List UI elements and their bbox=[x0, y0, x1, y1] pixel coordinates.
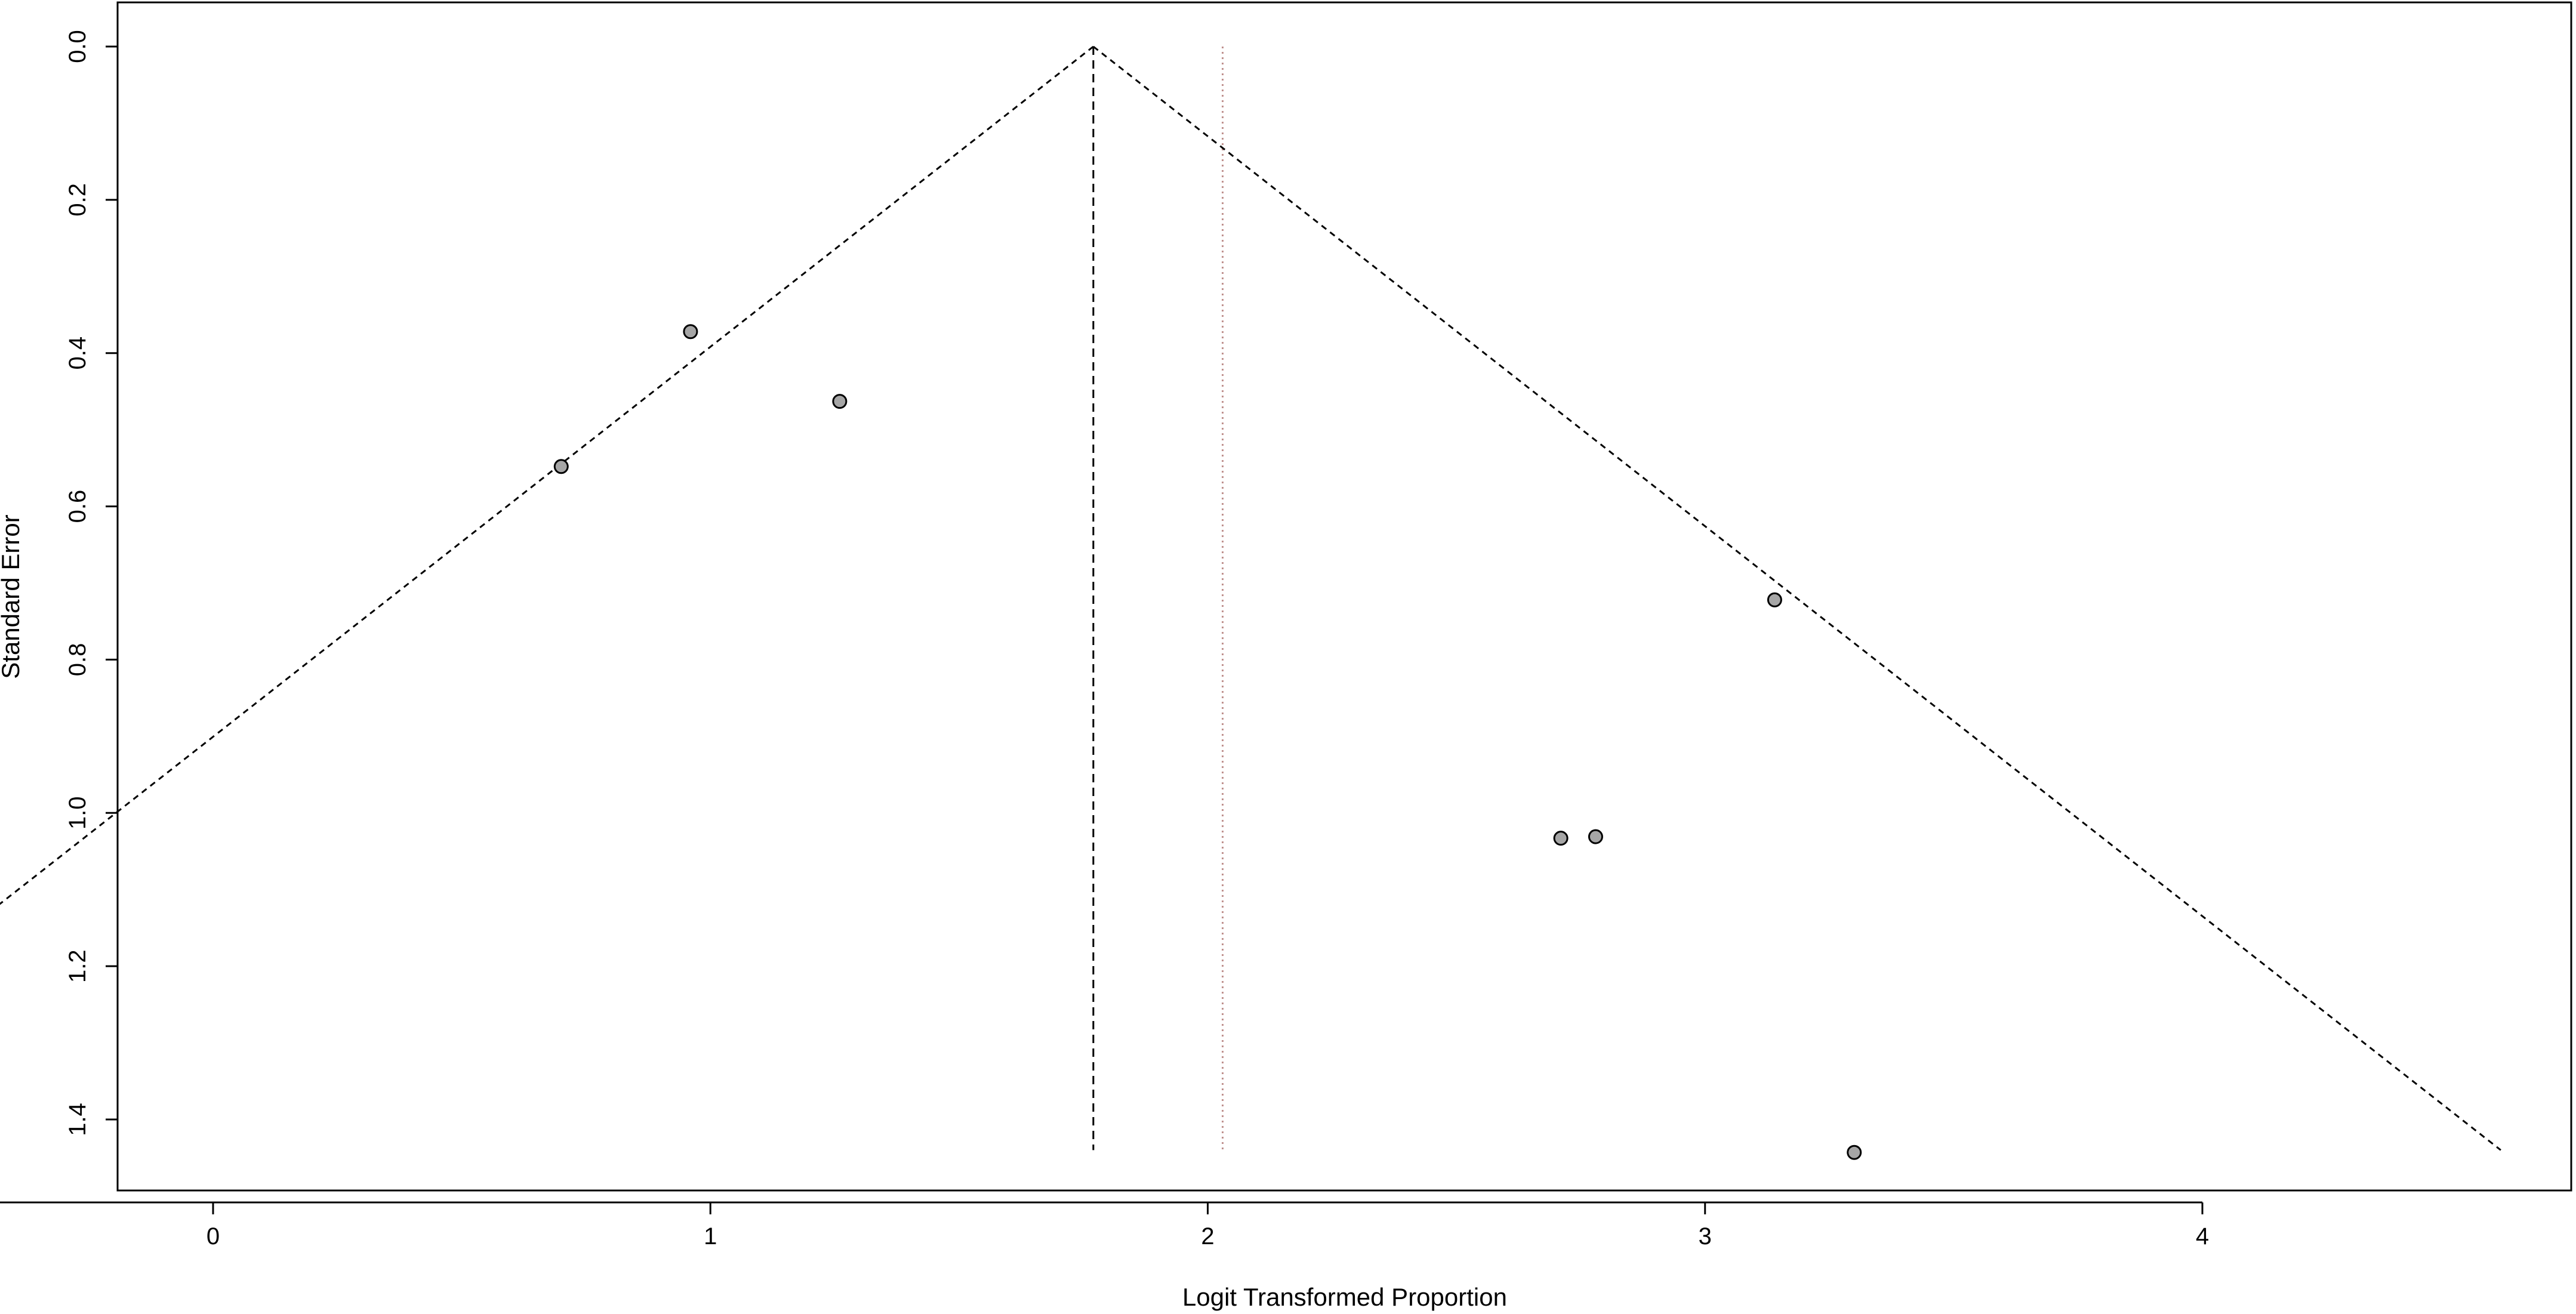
x-tick-label: 1 bbox=[704, 1223, 717, 1250]
y-tick-label: 0.8 bbox=[64, 643, 91, 677]
plot-frame bbox=[116, 1, 2572, 1192]
y-tick-label: 0.4 bbox=[64, 337, 91, 370]
x-tick-label: 3 bbox=[1699, 1223, 1712, 1250]
reference-lines bbox=[1092, 47, 1224, 1150]
data-point bbox=[1847, 1145, 1862, 1160]
funnel-left-line bbox=[0, 45, 1094, 905]
x-tick-label: 4 bbox=[2196, 1223, 2209, 1250]
y-axis: 0.0 0.2 0.4 0.6 0.8 1.0 1.2 1.4 bbox=[64, 30, 118, 1136]
y-tick-label: 0.6 bbox=[64, 490, 91, 523]
data-point bbox=[553, 459, 569, 474]
data-point bbox=[1767, 592, 1782, 607]
x-tick-label: 0 bbox=[207, 1223, 220, 1250]
data-point bbox=[683, 324, 698, 340]
y-axis-title: Standard Error bbox=[0, 514, 24, 678]
x-axis-title: Logit Transformed Proportion bbox=[1182, 1283, 1507, 1311]
y-tick-label: 1.0 bbox=[64, 796, 91, 829]
y-tick-label: 1.4 bbox=[64, 1103, 91, 1136]
x-axis: −101234 bbox=[0, 1201, 2209, 1250]
data-points bbox=[553, 324, 1862, 1160]
funnel-right-line bbox=[1092, 45, 2501, 1151]
funnel-lines bbox=[0, 45, 2501, 1151]
data-point bbox=[832, 394, 848, 409]
y-tick-label: 1.2 bbox=[64, 949, 91, 983]
data-point bbox=[1553, 831, 1569, 846]
y-tick-label: 0.0 bbox=[64, 30, 91, 63]
y-tick-label: 0.2 bbox=[64, 183, 91, 217]
data-point bbox=[1588, 829, 1603, 844]
x-tick-label: 2 bbox=[1201, 1223, 1214, 1250]
